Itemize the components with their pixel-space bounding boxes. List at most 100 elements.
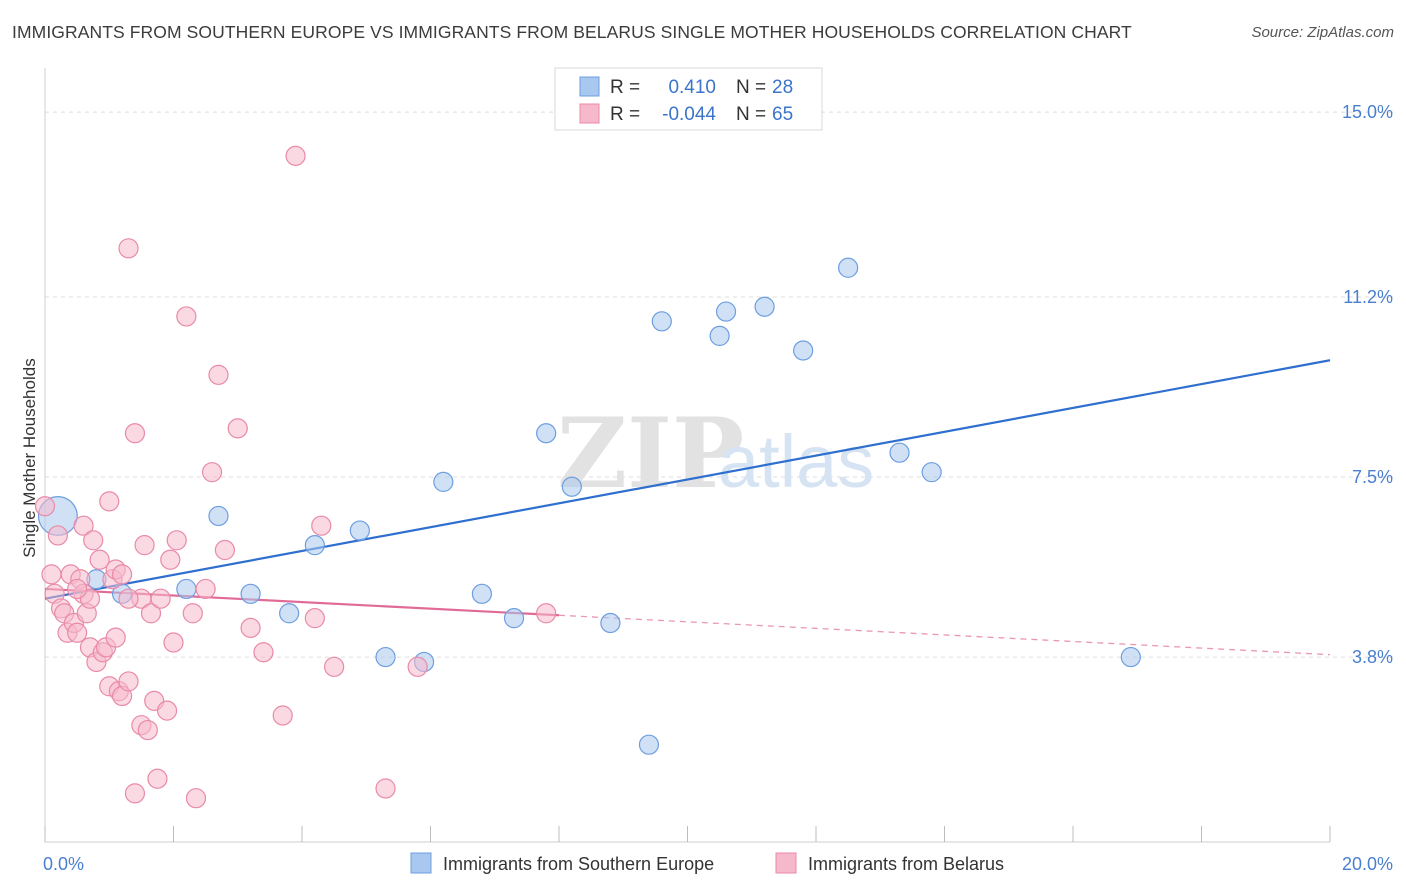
point-belarus-28 <box>111 564 133 585</box>
point-southern-europe-5 <box>240 583 261 604</box>
point-southern-europe-15 <box>561 476 582 497</box>
axes <box>44 68 1331 843</box>
x-tick-label-0: 0.0% <box>43 854 84 874</box>
series-legend: Immigrants from Southern Europe Immigran… <box>410 852 1004 874</box>
legend-r-label-2: R = <box>610 104 640 125</box>
point-southern-europe-8 <box>349 520 370 541</box>
point-southern-europe-17 <box>638 734 660 755</box>
point-southern-europe-14 <box>536 423 557 444</box>
point-belarus-1 <box>41 564 62 585</box>
point-belarus-50 <box>208 364 229 385</box>
data-points <box>34 145 1141 809</box>
stats-legend: R = 0.410 N = 28 R = -0.044 N = 65 <box>554 67 823 131</box>
point-southern-europe-7 <box>304 535 325 556</box>
series-legend-swatch-blue <box>410 852 432 874</box>
tick-labels: 3.8% 7.5% 11.2% 15.0% 0.0% 20.0% <box>43 102 1393 874</box>
legend-r-label-1: R = <box>610 77 640 98</box>
point-belarus-63 <box>118 588 139 609</box>
point-southern-europe-26 <box>1120 646 1141 668</box>
watermark-atlas: atlas <box>718 420 874 503</box>
legend-swatch-blue <box>579 76 600 97</box>
point-belarus-59 <box>324 656 345 677</box>
point-belarus-18 <box>89 549 110 570</box>
point-belarus-3 <box>47 525 68 546</box>
point-belarus-14 <box>73 515 94 536</box>
point-belarus-64 <box>67 578 88 600</box>
y-tick-label-2: 11.2% <box>1343 287 1393 307</box>
watermark: ZIP atlas <box>557 397 874 510</box>
point-belarus-31 <box>124 423 146 444</box>
point-belarus-48 <box>195 578 216 600</box>
point-belarus-55 <box>272 705 293 726</box>
point-belarus-58 <box>311 515 332 536</box>
point-southern-europe-20 <box>715 301 737 322</box>
point-southern-europe-3 <box>176 578 197 600</box>
point-belarus-49 <box>201 462 223 483</box>
y-tick-label-0: 3.8% <box>1352 647 1393 667</box>
point-belarus-45 <box>176 306 197 327</box>
point-belarus-16 <box>83 530 104 551</box>
point-southern-europe-22 <box>793 340 814 361</box>
point-southern-europe-16 <box>600 612 621 634</box>
point-belarus-61 <box>407 656 428 677</box>
point-belarus-60 <box>375 778 396 799</box>
point-southern-europe-12 <box>471 583 492 604</box>
point-southern-europe-18 <box>651 311 672 332</box>
legend-swatch-pink <box>579 103 600 124</box>
point-belarus-0 <box>34 496 56 517</box>
x-tick-label-1: 20.0% <box>1342 854 1393 874</box>
y-tick-label-1: 7.5% <box>1352 467 1393 487</box>
point-southern-europe-25 <box>921 462 942 483</box>
point-belarus-40 <box>150 588 171 609</box>
legend-r-value-1: 0.410 <box>668 77 716 98</box>
point-belarus-62 <box>536 603 557 624</box>
source-label: Source: ZipAtlas.com <box>1251 24 1394 41</box>
point-southern-europe-24 <box>889 442 910 463</box>
point-belarus-23 <box>105 627 126 648</box>
legend-r-value-2: -0.044 <box>662 104 716 125</box>
point-southern-europe-21 <box>754 296 775 317</box>
legend-n-label-2: N = <box>736 104 766 125</box>
point-belarus-42 <box>160 549 181 570</box>
point-southern-europe-9 <box>375 646 396 668</box>
point-belarus-36 <box>137 719 158 741</box>
point-belarus-52 <box>227 418 248 439</box>
point-southern-europe-23 <box>838 257 859 278</box>
point-southern-europe-11 <box>433 471 454 492</box>
point-belarus-29 <box>118 671 139 692</box>
point-belarus-32 <box>124 783 146 804</box>
y-axis-label: Single Mother Households <box>20 358 39 557</box>
point-belarus-51 <box>214 539 235 561</box>
series-legend-swatch-pink <box>775 852 797 874</box>
point-belarus-25 <box>99 491 120 512</box>
series-legend-label-pink: Immigrants from Belarus <box>808 854 1004 874</box>
grid-lines <box>45 111 1393 658</box>
y-tick-label-3: 15.0% <box>1342 102 1393 122</box>
series-legend-label-blue: Immigrants from Southern Europe <box>443 854 714 874</box>
point-belarus-9 <box>67 622 88 643</box>
point-belarus-39 <box>147 768 168 789</box>
chart-title: IMMIGRANTS FROM SOUTHERN EUROPE VS IMMIG… <box>12 22 1132 42</box>
point-belarus-44 <box>166 530 187 551</box>
trend-line-blue <box>44 359 1331 600</box>
watermark-zip: ZIP <box>557 397 744 510</box>
trend-line-pink-dashed <box>558 614 1331 656</box>
legend-n-value-2: 65 <box>772 104 793 125</box>
legend-n-value-1: 28 <box>772 77 793 98</box>
point-belarus-53 <box>240 617 261 638</box>
legend-n-label-1: N = <box>736 77 766 98</box>
point-belarus-35 <box>134 535 155 556</box>
point-southern-europe-19 <box>709 325 730 347</box>
point-belarus-46 <box>182 603 203 624</box>
point-belarus-47 <box>185 788 207 809</box>
point-belarus-37 <box>140 603 162 624</box>
point-southern-europe-6 <box>279 603 300 624</box>
point-belarus-43 <box>163 632 184 653</box>
point-southern-europe-13 <box>503 608 525 629</box>
point-belarus-41 <box>156 700 178 721</box>
point-southern-europe-4 <box>208 505 229 527</box>
point-belarus-56 <box>285 145 306 166</box>
point-belarus-30 <box>118 238 139 259</box>
point-belarus-54 <box>253 642 274 663</box>
